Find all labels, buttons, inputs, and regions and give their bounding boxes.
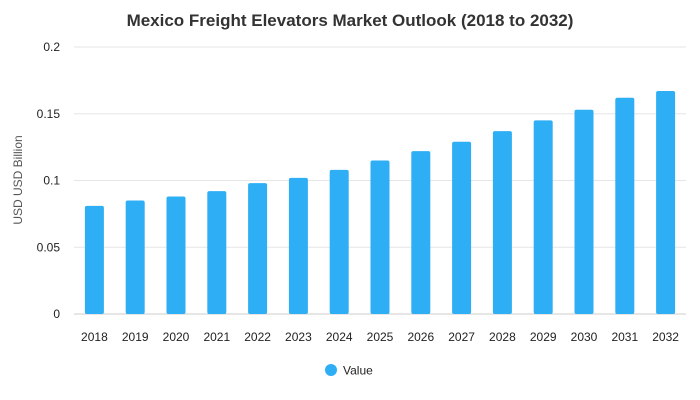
bar-2020[interactable] (166, 196, 186, 314)
y-tick-label: 0.1 (43, 174, 60, 188)
x-tick-label: 2018 (81, 330, 108, 344)
y-axis-title: USD USD Billion (11, 135, 25, 224)
bar-2027[interactable] (452, 141, 472, 314)
x-tick-label: 2030 (571, 330, 598, 344)
bar-2022[interactable] (248, 183, 268, 314)
legend-marker[interactable] (325, 364, 337, 376)
legend[interactable]: Value (325, 364, 373, 378)
x-tick-label: 2026 (407, 330, 434, 344)
y-tick-label: 0.15 (37, 107, 61, 121)
x-tick-label: 2032 (652, 330, 679, 344)
bar-2030[interactable] (574, 109, 594, 315)
bar-2029[interactable] (533, 120, 553, 314)
bar-series (84, 91, 676, 315)
x-tick-label: 2023 (285, 330, 312, 344)
bar-2025[interactable] (370, 160, 390, 314)
x-tick-label: 2022 (244, 330, 271, 344)
bar-2028[interactable] (492, 131, 512, 314)
x-tick-label: 2028 (489, 330, 516, 344)
bar-2018[interactable] (84, 205, 104, 314)
x-tick-label: 2029 (530, 330, 557, 344)
bar-2023[interactable] (288, 177, 308, 314)
y-tick-label: 0.05 (37, 240, 61, 254)
bar-2021[interactable] (207, 191, 227, 314)
x-axis-ticks: 2018 2019 2020 2021 2022 2023 2024 2025 2026 2027… (81, 330, 679, 344)
x-tick-label: 2025 (367, 330, 394, 344)
x-tick-label: 2024 (326, 330, 353, 344)
bar-2026[interactable] (411, 151, 431, 314)
y-tick-label: 0.2 (43, 40, 60, 54)
y-axis-ticks: 0 0.05 0.1 0.15 0.2 (37, 40, 61, 321)
bar-2024[interactable] (329, 169, 349, 314)
x-tick-label: 2021 (203, 330, 230, 344)
bar-2032[interactable] (656, 91, 676, 315)
y-tick-label: 0 (53, 307, 60, 321)
x-tick-label: 2031 (611, 330, 638, 344)
x-tick-label: 2020 (163, 330, 190, 344)
legend-label[interactable]: Value (343, 364, 373, 378)
chart-title: Mexico Freight Elevators Market Outlook … (127, 11, 574, 30)
bar-2019[interactable] (125, 200, 145, 314)
bar-2031[interactable] (615, 97, 635, 314)
x-tick-label: 2019 (122, 330, 149, 344)
x-tick-label: 2027 (448, 330, 475, 344)
